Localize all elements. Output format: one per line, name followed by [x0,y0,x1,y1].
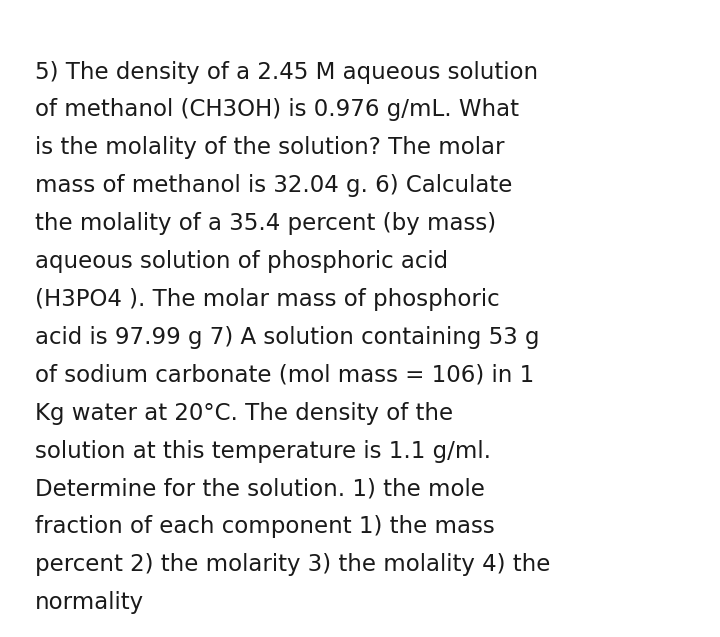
Text: mass of methanol is 32.04 g. 6) Calculate: mass of methanol is 32.04 g. 6) Calculat… [35,174,512,197]
Text: fraction of each component 1) the mass: fraction of each component 1) the mass [35,515,495,538]
Text: normality: normality [35,591,144,614]
Text: Determine for the solution. 1) the mole: Determine for the solution. 1) the mole [35,478,485,501]
Text: acid is 97.99 g 7) A solution containing 53 g: acid is 97.99 g 7) A solution containing… [35,326,539,349]
Text: Kg water at 20°C. The density of the: Kg water at 20°C. The density of the [35,401,453,425]
Text: is the molality of the solution? The molar: is the molality of the solution? The mol… [35,136,504,159]
Text: (H3PO4 ). The molar mass of phosphoric: (H3PO4 ). The molar mass of phosphoric [35,288,499,311]
Text: of methanol (CH3OH) is 0.976 g/mL. What: of methanol (CH3OH) is 0.976 g/mL. What [35,98,518,122]
Text: 5) The density of a 2.45 M aqueous solution: 5) The density of a 2.45 M aqueous solut… [35,61,538,83]
Text: of sodium carbonate (mol mass = 106) in 1: of sodium carbonate (mol mass = 106) in … [35,364,534,387]
Text: aqueous solution of phosphoric acid: aqueous solution of phosphoric acid [35,250,448,273]
Text: solution at this temperature is 1.1 g/ml.: solution at this temperature is 1.1 g/ml… [35,440,490,462]
Text: the molality of a 35.4 percent (by mass): the molality of a 35.4 percent (by mass) [35,212,495,235]
Text: percent 2) the molarity 3) the molality 4) the: percent 2) the molarity 3) the molality … [35,553,550,576]
